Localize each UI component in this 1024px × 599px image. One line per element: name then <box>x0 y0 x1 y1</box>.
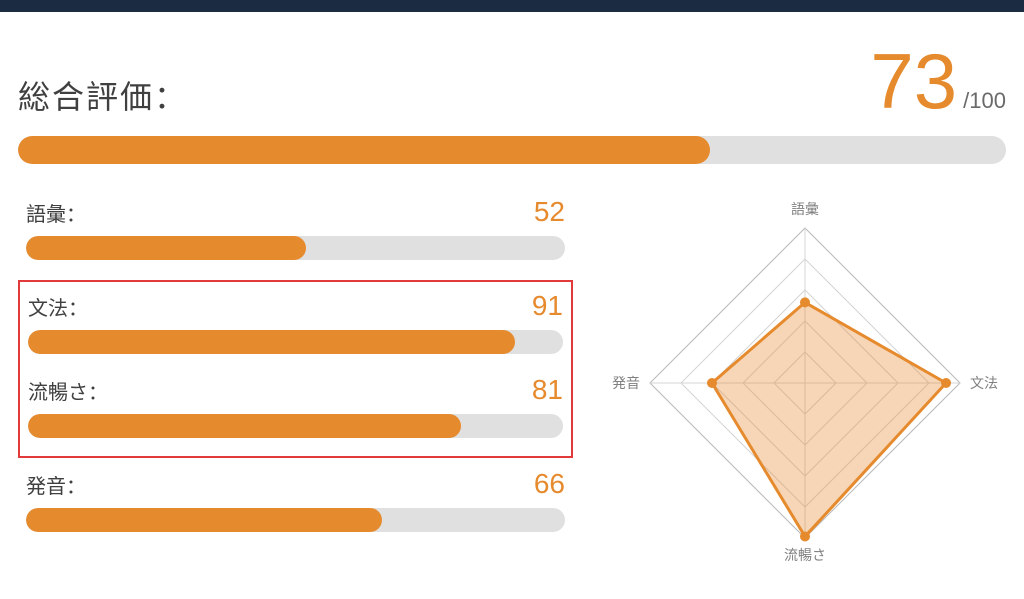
metric-progress-track <box>28 330 563 354</box>
overall-progress-track <box>18 136 1006 164</box>
metric-label: 語彙： <box>26 198 86 227</box>
metric-progress-fill <box>28 330 515 354</box>
metric-head: 語彙： 52 <box>26 196 565 228</box>
radar-marker <box>707 378 717 388</box>
metric-grammar: 文法： 91 <box>24 284 567 368</box>
content-area: 総合評価： 73 /100 語彙： 52 文法： 91 流暢さ： 81 発音： 66 語彙文法… <box>0 12 1024 588</box>
metric-head: 発音： 66 <box>26 468 565 500</box>
metric-fluency: 流暢さ： 81 <box>24 368 567 452</box>
radar-axis-label-fluency: 流暢さ <box>784 547 826 563</box>
radar-axis-label-vocab: 語彙 <box>791 201 819 217</box>
radar-data-polygon <box>712 302 946 536</box>
metric-value: 52 <box>534 196 565 228</box>
radar-chart: 語彙文法流暢さ 発音 <box>605 188 1005 588</box>
metric-label: 文法： <box>28 292 88 321</box>
radar-chart-wrap: 語彙文法流暢さ 発音 <box>603 188 1006 588</box>
top-bar <box>0 0 1024 12</box>
metric-progress-fill <box>26 508 382 532</box>
overall-score-max: /100 <box>963 88 1006 114</box>
metric-progress-track <box>26 508 565 532</box>
metric-value: 81 <box>532 374 563 406</box>
metric-value: 66 <box>534 468 565 500</box>
metric-head: 文法： 91 <box>28 290 563 322</box>
metric-head: 流暢さ： 81 <box>28 374 563 406</box>
metric-progress-track <box>28 414 563 438</box>
metric-progress-fill <box>26 236 306 260</box>
metric-label: 発音： <box>26 470 86 499</box>
radar-marker <box>941 378 951 388</box>
metric-label: 流暢さ： <box>28 376 108 405</box>
metric-value: 91 <box>532 290 563 322</box>
metric-vocab: 語彙： 52 <box>18 188 573 278</box>
radar-axis-label-grammar: 文法 <box>970 375 998 391</box>
metric-pronun: 発音： 66 <box>18 460 573 550</box>
metric-progress-fill <box>28 414 461 438</box>
radar-axis-label-pronun: 発音 <box>612 375 640 391</box>
overall-score-value: 73 <box>870 42 957 120</box>
overall-row: 総合評価： 73 /100 <box>18 42 1006 120</box>
metrics-list: 語彙： 52 文法： 91 流暢さ： 81 発音： 66 <box>18 188 573 588</box>
highlight-box: 文法： 91 流暢さ： 81 <box>18 280 573 458</box>
lower-section: 語彙： 52 文法： 91 流暢さ： 81 発音： 66 語彙文法流暢さ 発音 <box>18 188 1006 588</box>
overall-score-wrap: 73 /100 <box>870 42 1006 120</box>
metric-progress-track <box>26 236 565 260</box>
overall-label: 総合評価： <box>18 72 188 118</box>
radar-marker <box>800 297 810 307</box>
radar-marker <box>800 531 810 541</box>
overall-progress-fill <box>18 136 710 164</box>
